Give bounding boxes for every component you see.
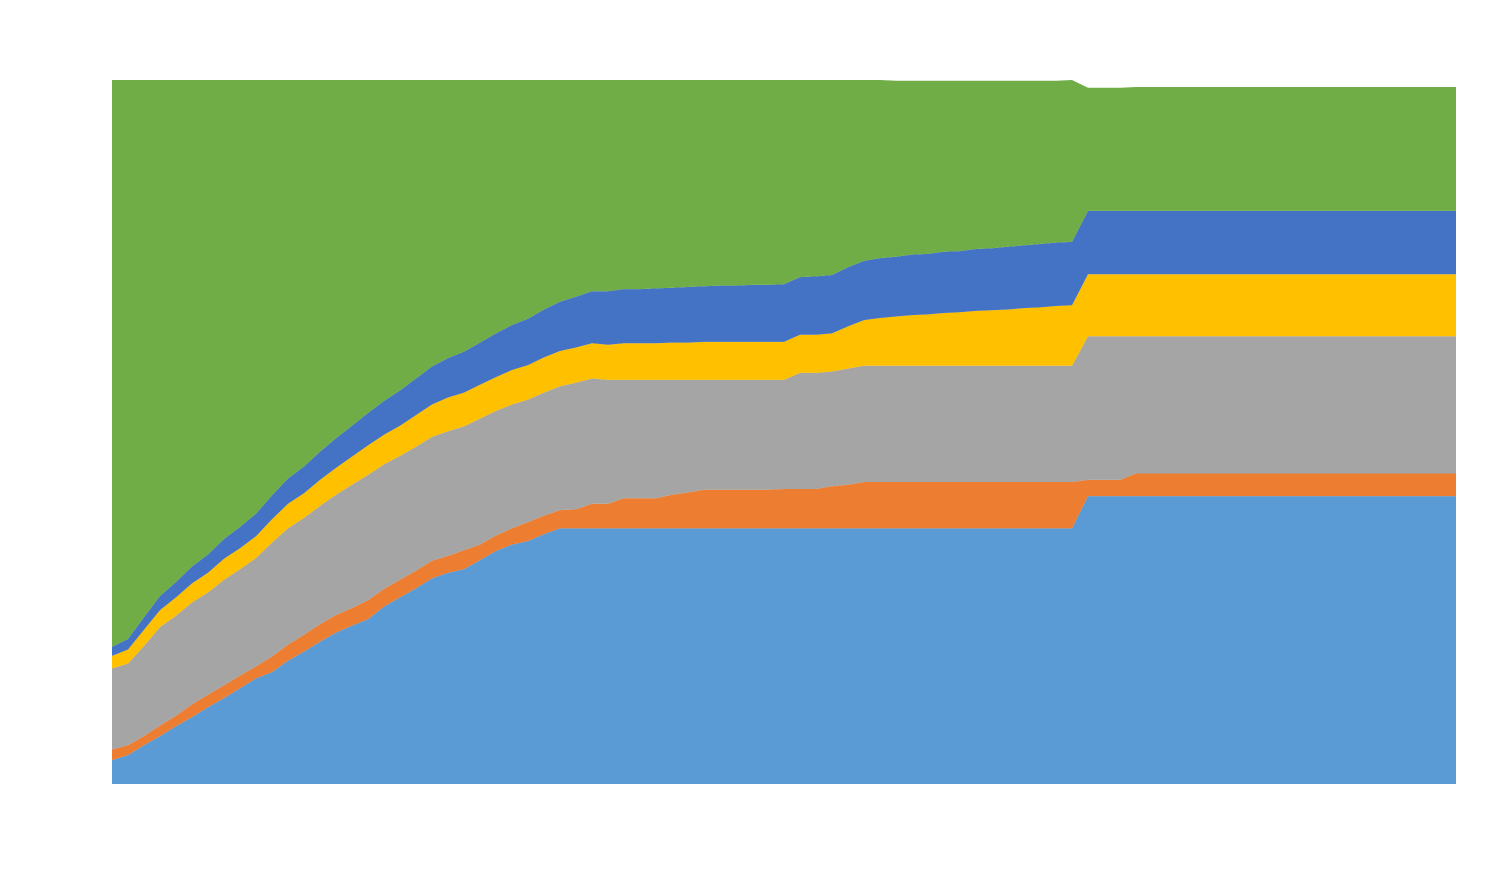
series-areas	[112, 80, 1456, 784]
series-area-3	[112, 336, 1456, 750]
series-area-6	[112, 80, 1456, 647]
series-area-1	[112, 496, 1456, 784]
series-area-4	[112, 274, 1456, 669]
series-area-5	[112, 210, 1456, 656]
